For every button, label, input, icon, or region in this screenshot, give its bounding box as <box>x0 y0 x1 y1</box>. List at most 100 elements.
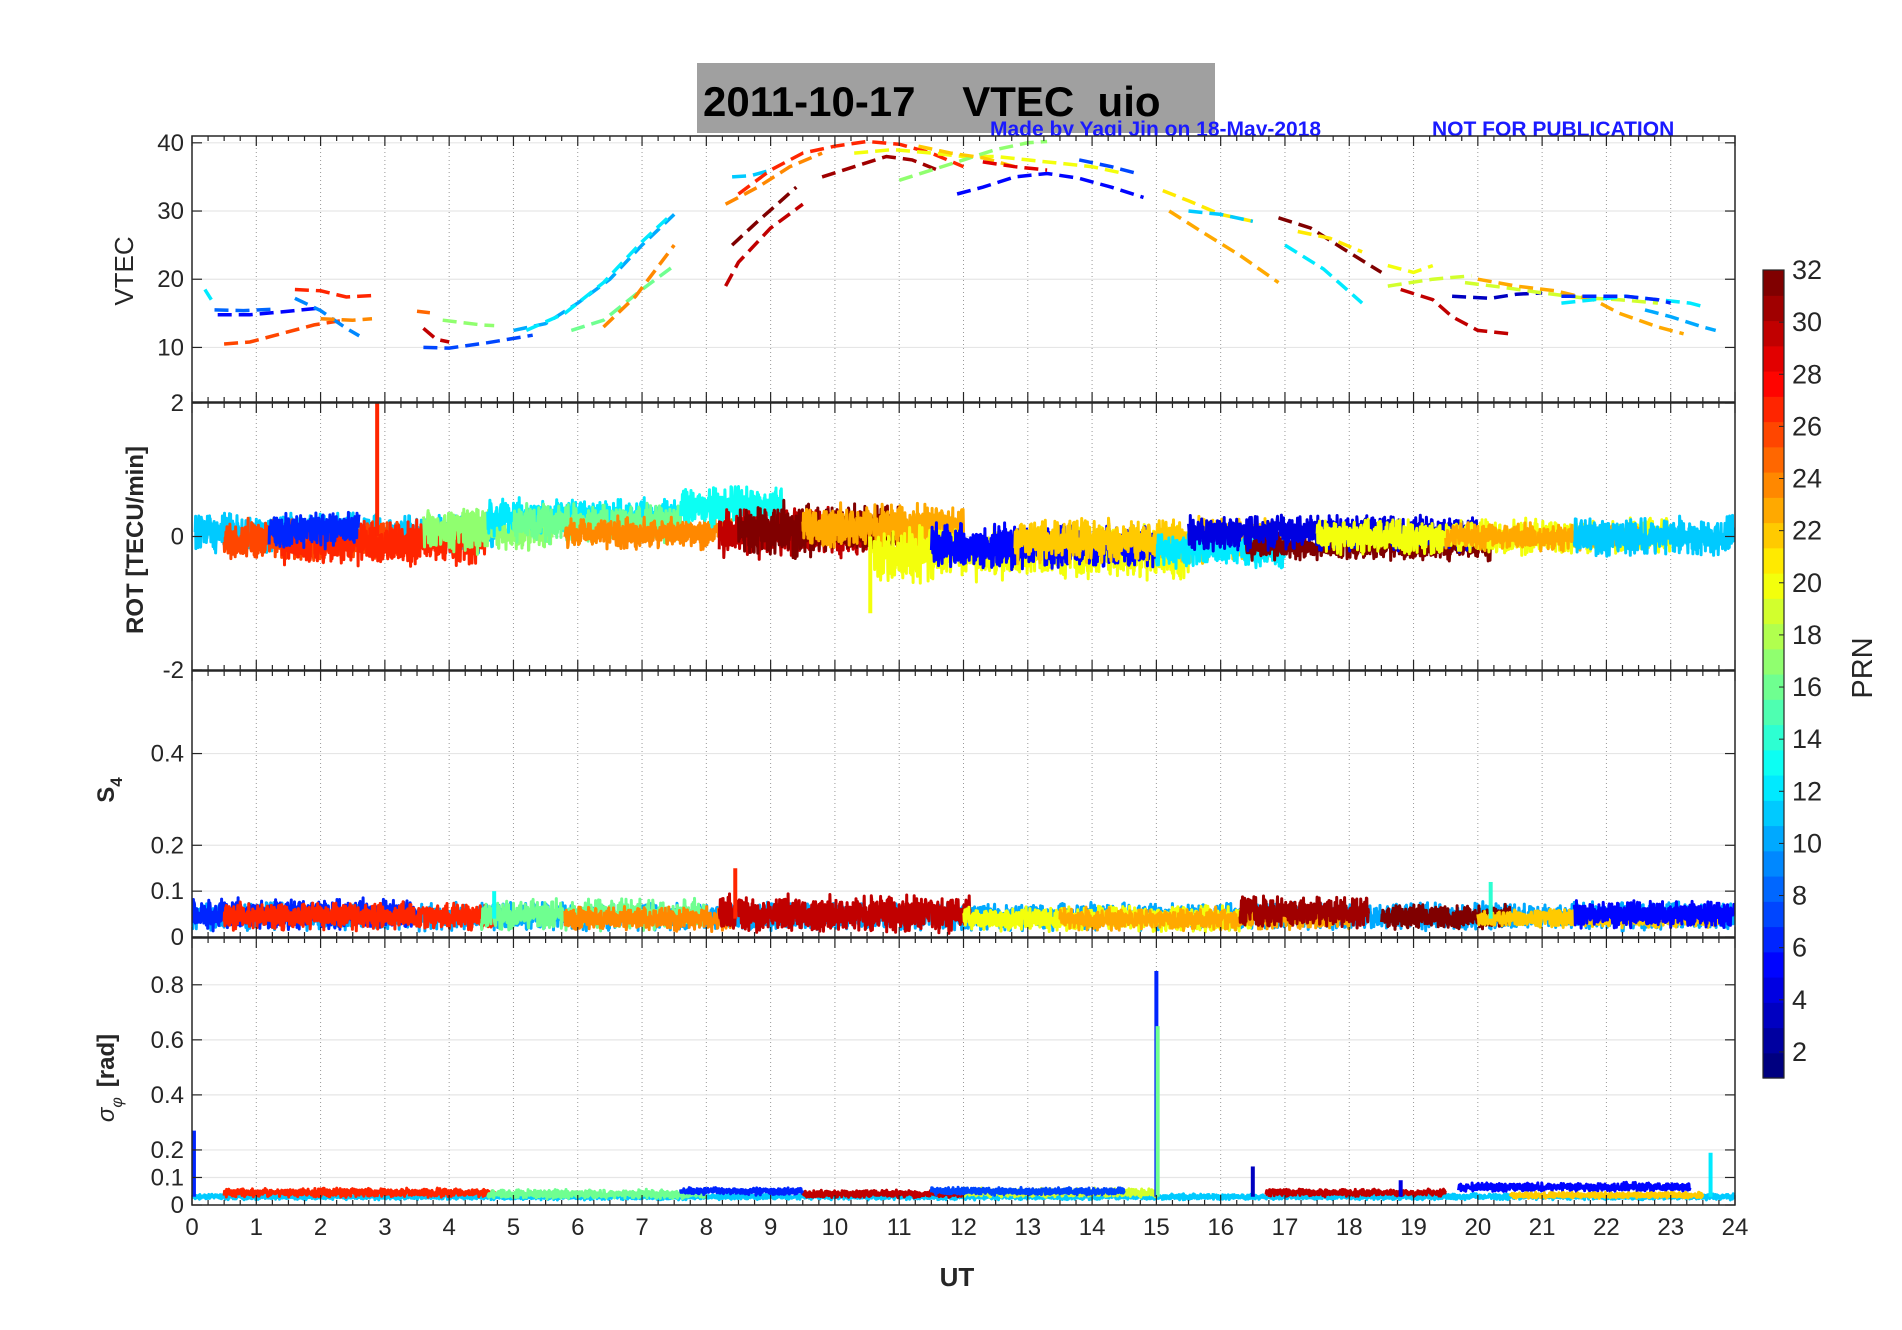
rot-series-prn-6 <box>267 510 361 551</box>
y-tick-label: 0 <box>171 1192 184 1219</box>
x-tick-label: 2 <box>314 1214 327 1241</box>
y-tick-label: 2 <box>171 390 184 417</box>
x-tick-label: 13 <box>1014 1214 1041 1241</box>
colorbar-segment <box>1763 977 1784 1003</box>
colorbar-tick-label: 8 <box>1792 881 1807 911</box>
vtec-series-prn-6 <box>1561 294 1672 305</box>
vtec-series-prn-20 <box>854 147 1125 176</box>
colorbar-segment <box>1763 598 1784 625</box>
x-tick-label: 11 <box>887 1214 912 1241</box>
sigma_phi-series-prn-27 <box>222 1186 496 1199</box>
colorbar-tick-label: 24 <box>1792 464 1822 494</box>
colorbar-label: PRN <box>1847 637 1879 698</box>
vtec-series-prn-24 <box>602 244 676 329</box>
vtec-series-prn-3 <box>1452 291 1543 301</box>
x-tick-label: 17 <box>1272 1214 1299 1241</box>
colorbar-segment <box>1763 674 1784 700</box>
vtec-series-prn-21 <box>1162 188 1254 224</box>
colorbar-segment <box>1763 951 1784 978</box>
x-tick-label: 22 <box>1593 1214 1620 1241</box>
colorbar-segment <box>1763 270 1784 296</box>
colorbar-segment <box>1763 371 1784 397</box>
rot-ylabel: ROT [TECU/min] <box>122 446 149 634</box>
x-tick-label: 23 <box>1657 1214 1684 1241</box>
x-tick-label: 7 <box>635 1214 648 1241</box>
vtec-series-prn-12 <box>1561 294 1704 309</box>
colorbar-tick-label: 14 <box>1792 724 1822 754</box>
vtec-series-prn-8 <box>214 307 276 313</box>
colorbar-segment <box>1763 396 1784 423</box>
sigma-ylabel-unit: [rad] <box>93 1034 120 1087</box>
x-tick-label: 3 <box>378 1214 391 1241</box>
s4-ylabel: S4 <box>93 777 126 803</box>
x-tick-label: 16 <box>1207 1214 1234 1241</box>
colorbar-tick-label: 28 <box>1792 359 1822 389</box>
s4-series-prn-32 <box>1379 902 1512 931</box>
vtec-series-prn-31 <box>821 154 939 179</box>
colorbar-segment <box>1763 699 1784 726</box>
vtec-series-prn-27 <box>294 287 373 299</box>
data-layer <box>203 139 1717 350</box>
sigma-ylabel: σφ [rad] <box>93 1034 126 1122</box>
x-tick-label: 9 <box>764 1214 777 1241</box>
y-tick-label: 40 <box>157 130 184 157</box>
vtec-series-prn-25 <box>416 309 431 315</box>
colorbar-tick-label: 22 <box>1792 516 1822 546</box>
sigma_phi-series-prn-5 <box>1457 1180 1692 1194</box>
s4-panel: 0 0.1 0.2 0.4 <box>151 670 1736 951</box>
colorbar-tick-label: 26 <box>1792 411 1822 441</box>
colorbar-segment <box>1763 850 1784 877</box>
y-tick-label: 0.6 <box>151 1027 184 1054</box>
vtec-series-prn-12 <box>1284 243 1364 305</box>
colorbar-segment <box>1763 547 1784 574</box>
colorbar-segment <box>1763 522 1784 549</box>
colorbar-tick-label: 18 <box>1792 620 1822 650</box>
colorbar-segment <box>1763 345 1784 372</box>
vtec-series-prn-23 <box>1168 209 1280 285</box>
x-tick-label: 21 <box>1529 1214 1556 1241</box>
x-tick-label: 18 <box>1336 1214 1363 1241</box>
colorbar-tick-label: 6 <box>1792 933 1807 963</box>
s4-series-prn-31 <box>1238 894 1370 930</box>
colorbar-tick-label: 4 <box>1792 985 1807 1015</box>
sigma-ylabel-main: σ <box>93 1106 120 1122</box>
s4-series-prn-24 <box>563 905 734 933</box>
s4-series-prn-30 <box>717 892 972 935</box>
s4-series-prn-27 <box>222 900 496 933</box>
s4-series-prn-20 <box>962 904 1255 934</box>
x-tick-label: 14 <box>1079 1214 1106 1241</box>
colorbar-frame <box>1762 269 1785 1079</box>
rot-panel: -2 0 2 <box>163 390 1736 684</box>
y-tick-label: 0.8 <box>151 972 184 999</box>
colorbar-tick-label: 16 <box>1792 672 1822 702</box>
vtec-series-prn-17 <box>898 139 1048 182</box>
colorbar-segment <box>1763 876 1784 902</box>
colorbar-segment <box>1763 295 1784 322</box>
vtec-series-prn-30 <box>1400 287 1511 336</box>
vtec-series-prn-10 <box>513 213 676 333</box>
y-tick-label: 0 <box>171 924 184 951</box>
x-tick-label: 4 <box>442 1214 455 1241</box>
vtec-series-prn-11 <box>731 168 772 179</box>
colorbar-tick-label: 10 <box>1792 828 1822 858</box>
rot-series-prn-4 <box>1187 513 1480 554</box>
colorbar-segment <box>1763 648 1784 675</box>
x-tick-label: 19 <box>1400 1214 1427 1241</box>
vtec-series-prn-26 <box>223 319 341 346</box>
vtec-series-prn-21 <box>1297 229 1363 254</box>
figure-title: 2011-10-17 VTEC uio <box>703 78 1161 125</box>
sigma_phi-series-prn-6 <box>679 1186 805 1197</box>
colorbar-tick-label: 2 <box>1792 1037 1807 1067</box>
vtec-series-prn-11 <box>1188 209 1254 224</box>
s4-ylabel-sub: 4 <box>107 777 126 787</box>
y-tick-label: -2 <box>163 657 184 684</box>
colorbar-segment <box>1763 1002 1784 1029</box>
vtec-series-prn-22 <box>918 144 1016 169</box>
x-tick-label: 20 <box>1464 1214 1491 1241</box>
vtec-series-prn-24 <box>724 151 823 206</box>
colorbar-segment <box>1763 623 1784 650</box>
colorbar-segment <box>1763 446 1784 473</box>
colorbar-segment <box>1763 472 1784 498</box>
y-tick-label: 0.2 <box>151 1137 184 1164</box>
